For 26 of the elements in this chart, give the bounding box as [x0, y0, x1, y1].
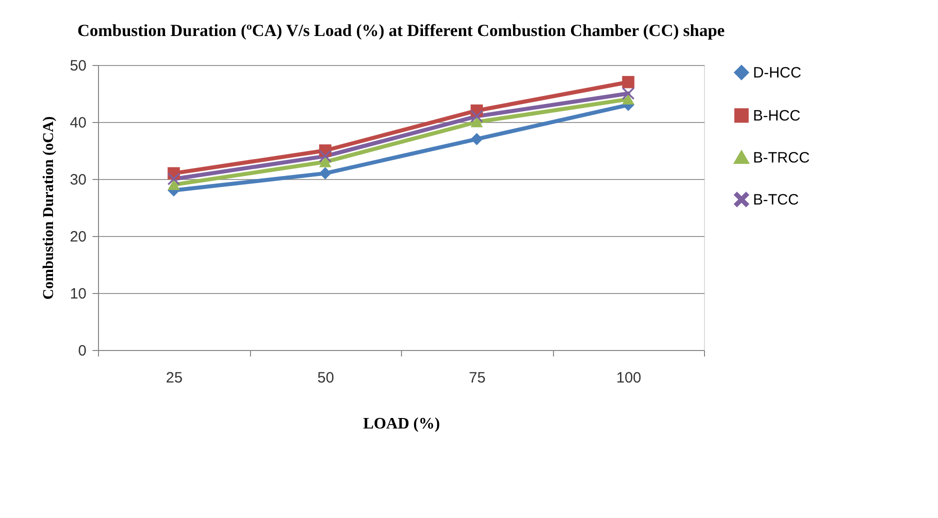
- y-tick-label: 50: [70, 58, 86, 74]
- point: [168, 179, 180, 190]
- y-tick-label: 40: [70, 114, 86, 132]
- point: [470, 110, 483, 122]
- chart-title: Combustion Duration (ºCA) V/s Load (%) at Different Combustion Chamber (CC) shape: [77, 21, 726, 40]
- x-tick-label: 50: [317, 370, 334, 386]
- point: [622, 94, 634, 105]
- x-tick-label: 100: [616, 370, 642, 386]
- point: [470, 132, 483, 146]
- point: [319, 156, 332, 168]
- point: [319, 150, 332, 162]
- x-axis-title: LOAD (%): [363, 416, 440, 432]
- y-tick-label: 0: [78, 342, 86, 360]
- legend-label: B-TCC: [753, 192, 799, 208]
- legend-label: B-TRCC: [753, 150, 810, 166]
- legend-label: D-HCC: [753, 64, 802, 82]
- y-tick-label: 30: [70, 172, 86, 188]
- point: [319, 167, 332, 180]
- x-tick-label: 75: [468, 370, 486, 386]
- y-axis-title: Combustion Duration (oCA): [40, 116, 57, 300]
- legend-label: B-HCC: [753, 108, 801, 124]
- y-tick-label: 20: [70, 228, 86, 246]
- y-tick-label: 10: [70, 286, 86, 302]
- point: [470, 116, 483, 128]
- point: [622, 76, 634, 88]
- x-tick-label: 25: [166, 370, 183, 386]
